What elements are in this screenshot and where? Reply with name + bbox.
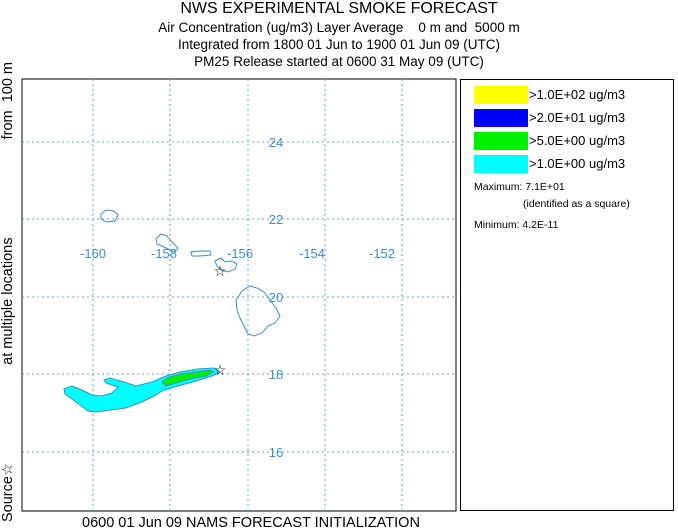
maximum-note: (identified as a square)	[523, 198, 630, 210]
lat-tick-22: 22	[269, 212, 283, 227]
maximum-value: Maximum: 7.1E+01	[474, 181, 565, 193]
map-panel: -160 -158 -156 -154 -152 24 22 20 18 16 …	[21, 78, 457, 512]
subtitle-line-2: Integrated from 1800 01 Jun to 1900 01 J…	[178, 37, 500, 52]
initialization-footer: 0600 01 Jun 09 NAMS FORECAST INITIALIZAT…	[82, 515, 420, 531]
plume-contour-5e0	[161, 369, 216, 387]
subtitle-line-3: PM25 Release started at 0600 31 May 09 (…	[194, 54, 484, 69]
lon-tick-154: -154	[299, 246, 325, 261]
legend-label: >2.0E+01 ug/m3	[529, 110, 626, 125]
island-molokai	[190, 250, 212, 257]
legend-swatch	[474, 132, 528, 150]
source-star-icon: ☆	[214, 264, 227, 280]
island-coastlines	[100, 209, 281, 337]
legend-label: >5.0E+00 ug/m3	[529, 133, 626, 148]
lat-tick-20: 20	[269, 290, 283, 305]
legend-label: >1.0E+00 ug/m3	[529, 156, 626, 171]
subtitle-line-1: Air Concentration (ug/m3) Layer Average …	[158, 20, 520, 35]
legend-swatch	[474, 155, 528, 173]
source-star-icon: ☆	[214, 363, 227, 379]
legend-swatch	[474, 86, 528, 104]
minimum-value: Minimum: 4.2E-11	[474, 219, 559, 231]
lat-tick-24: 24	[269, 135, 283, 150]
lat-lon-grid	[22, 79, 456, 511]
island-kauai	[100, 209, 119, 223]
legend-swatch	[474, 109, 528, 127]
island-maui	[214, 257, 238, 273]
lon-tick-160: -160	[80, 246, 106, 261]
island-oahu	[155, 233, 179, 253]
lon-tick-158: -158	[151, 246, 177, 261]
island-hawaii	[235, 285, 281, 337]
lon-tick-152: -152	[369, 246, 395, 261]
legend: >1.0E+02 ug/m3 >2.0E+01 ug/m3 >5.0E+00 u…	[460, 79, 674, 511]
legend-label: >1.0E+02 ug/m3	[529, 87, 626, 102]
forecast-title: NWS EXPERIMENTAL SMOKE FORECAST	[180, 0, 498, 17]
lat-tick-16: 16	[269, 445, 283, 460]
lon-tick-156: -156	[227, 246, 253, 261]
lat-tick-18: 18	[269, 367, 283, 382]
smoke-plume	[63, 367, 221, 413]
